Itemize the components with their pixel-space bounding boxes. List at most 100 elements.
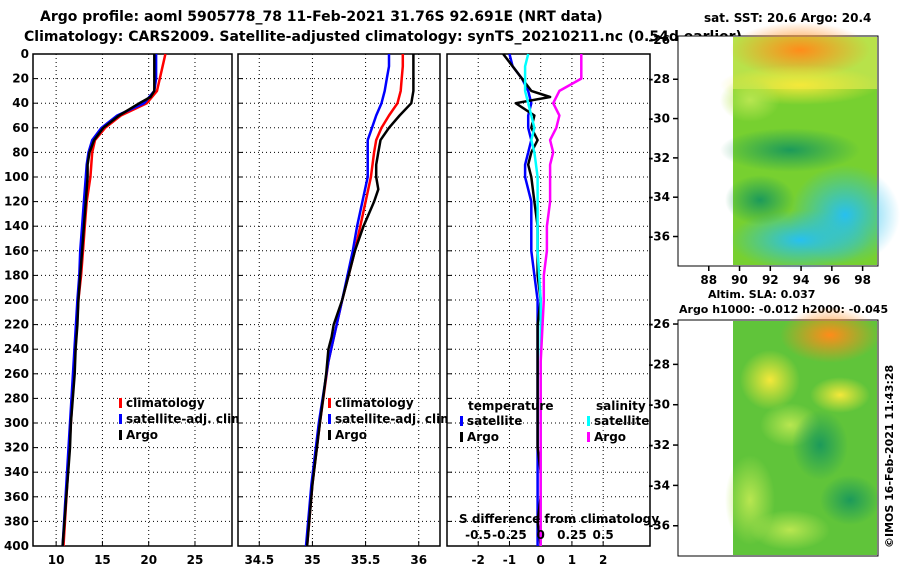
title-line-1: Argo profile: aoml 5905778_78 11-Feb-202… [40,9,603,25]
x-tick-label: 10 [48,553,65,567]
map-x-tick-label: 96 [823,273,840,287]
legend-swatch [460,416,463,426]
x-tick-label: 0 [537,553,545,567]
x-tick-label: 25 [187,553,204,567]
legend-label: Argo [335,428,367,442]
y-tick-label: 360 [4,490,29,504]
map-y-tick-label: -28 [648,72,670,86]
sla-field [725,307,880,555]
legend-swatch [328,414,331,424]
x-tick-label: 1 [568,553,576,567]
legend-label: satellite [467,414,522,428]
legend-group-title: salinity [596,399,646,413]
sub-axis-tick-label: -0.5 [465,528,491,542]
y-tick-label: 160 [4,244,29,258]
y-tick-label: 140 [4,219,29,233]
difference-panel: -2 -1 0 1 2temperaturesatelliteArgosalinitys… [446,53,659,567]
map-x-tick-label: 88 [700,273,717,287]
y-tick-label: 180 [4,268,29,282]
map-x-tick-label: 92 [762,273,779,287]
legend-swatch [587,416,590,426]
map-y-tick-label: -28 [648,357,670,371]
x-tick-label: 35.5 [351,553,381,567]
y-tick-label: 60 [12,121,29,135]
x-tick-label: 34.5 [244,553,274,567]
y-tick-label: 300 [4,416,29,430]
x-tick-label: 2 [599,553,607,567]
legend-label: Argo [467,430,499,444]
legend-swatch [119,430,122,440]
plot-frame [32,53,233,547]
legend-group-title: temperature [468,399,553,413]
plot-frame [446,53,651,547]
legend-label: climatology [335,396,414,410]
sla-map-title: Altim. SLA: 0.037 [708,288,815,301]
map-y-tick-label: -30 [648,398,670,412]
x-tick-label: 35 [304,553,321,567]
map-y-tick-label: -26 [648,317,670,331]
sla-map-axes: -26 -28 -30 -32 -34 -36 [648,317,678,533]
y-tick-label: 20 [12,72,29,86]
map-y-tick-label: -26 [648,33,670,47]
legend-swatch [587,432,590,442]
legend-swatch [119,398,122,408]
temperature-panel: 10 15 20 25 0 20 40 60 80 100 120 140 160 180 200 220 24… [4,47,248,567]
sub-axis-tick-label: -0.25 [492,528,527,542]
legend-swatch [328,398,331,408]
legend-label: satellite [594,414,649,428]
map-x-tick-label: 98 [854,273,871,287]
series-line-argo [61,54,156,547]
y-tick-label: 380 [4,514,29,528]
legend-label: Argo [594,430,626,444]
legend-label: Argo [126,428,158,442]
y-tick-label: 120 [4,195,29,209]
y-tick-label: 260 [4,367,29,381]
credit-text: ©IMOS 16-Feb-2021 11:43:28 [883,365,896,548]
sst-map-title: sat. SST: 20.6 Argo: 20.4 [704,11,871,25]
map-y-tick-label: -32 [648,151,670,165]
y-tick-label: 80 [12,145,29,159]
sst-map-axes: -26 -28 -30 -32 -34 -36 88 90 92 94 96 98 [648,33,871,287]
map-y-tick-label: -36 [648,230,670,244]
sub-axis-tick-label: 0.25 [557,528,587,542]
y-tick-label: 340 [4,465,29,479]
legend-label: satellite-adj. clim. [126,412,248,426]
map-y-tick-label: -34 [648,190,670,204]
sst-map: sat. SST: 20.6 Argo: 20.4 [677,11,900,270]
legend-swatch [328,430,331,440]
x-tick-label: -1 [503,553,516,567]
sla-map: Altim. SLA: 0.037 Argo h1000: -0.012 h20… [677,288,888,557]
series-line-salinity-argo [539,54,583,546]
legend-label: satellite-adj. clim. [335,412,457,426]
series-line-argo [305,54,415,547]
sub-axis-label: S difference from climatology [459,512,659,526]
y-tick-label: 280 [4,391,29,405]
x-tick-label: 20 [140,553,157,567]
salinity-panel: 34.5 35 35.5 36 climatology satellite-adj. cl… [237,53,457,567]
legend-swatch [460,432,463,442]
x-tick-label: 15 [94,553,111,567]
map-y-tick-label: -36 [648,519,670,533]
y-tick-label: 400 [4,539,29,553]
y-tick-label: 320 [4,441,29,455]
legend-swatch [119,414,122,424]
map-y-tick-label: -32 [648,438,670,452]
sub-axis-tick-label: 0 [537,528,545,542]
x-tick-label: -2 [472,553,485,567]
y-tick-label: 240 [4,342,29,356]
map-x-tick-label: 94 [793,273,810,287]
title-line-2: Climatology: CARS2009. Satellite-adjuste… [24,29,742,45]
sub-axis-tick-label: 0.5 [593,528,614,542]
y-tick-label: 220 [4,318,29,332]
y-tick-label: 200 [4,293,29,307]
y-tick-label: 0 [21,47,29,61]
map-y-tick-label: -34 [648,478,670,492]
x-tick-label: 36 [410,553,427,567]
sst-field [720,22,900,270]
map-x-tick-label: 90 [731,273,748,287]
legend-label: climatology [126,396,205,410]
y-tick-label: 100 [4,170,29,184]
map-y-tick-label: -30 [648,112,670,126]
